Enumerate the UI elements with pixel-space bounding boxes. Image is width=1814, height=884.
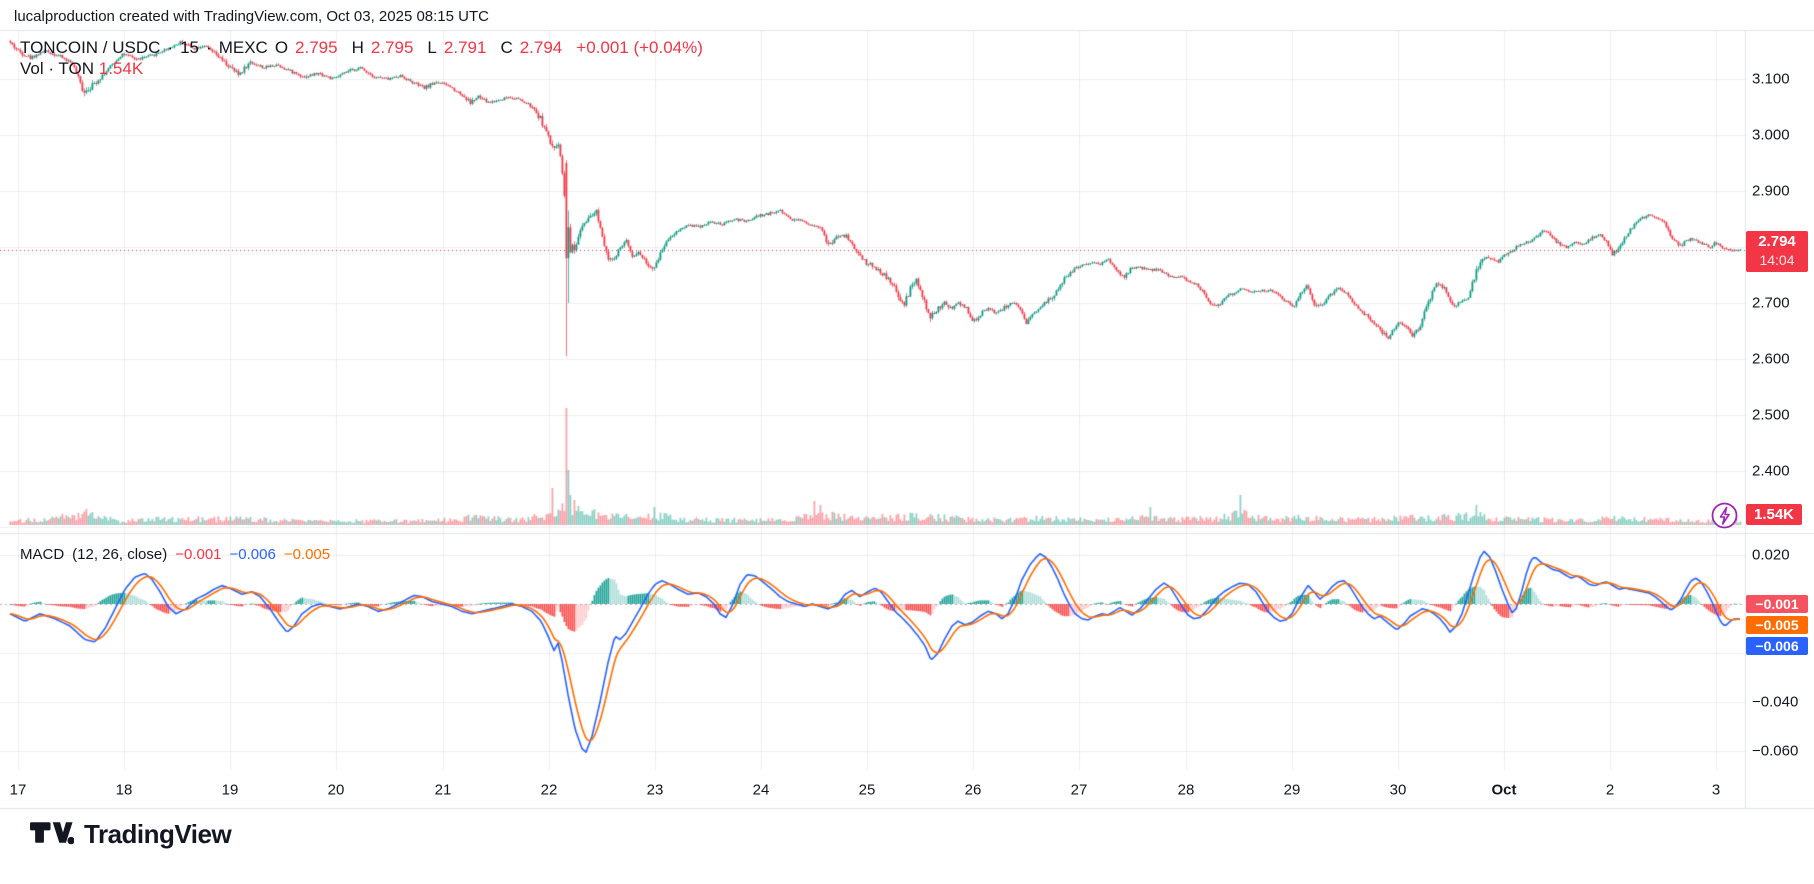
tradingview-wordmark: TradingView [84,818,232,849]
last-price-value: 2.794 [1758,233,1796,250]
time-axis-label: 25 [858,781,876,799]
exchange-label: MEXC [218,38,268,57]
interval-label[interactable]: 15 [180,38,200,57]
tradingview-logo-icon [30,822,74,845]
bar-countdown: 14:04 [1759,252,1795,268]
time-axis-label: 22 [540,781,558,799]
legend-separator: · [206,38,212,57]
volume-value: 1.54K [98,59,144,78]
legend-separator: · [167,38,174,57]
last-price-badge: 2.794 14:04 [1746,231,1808,272]
macd-hist-value: −0.001 [175,546,222,563]
time-axis-label: 28 [1177,781,1195,799]
macd-axis-badge: −0.001 [1746,595,1808,613]
time-axis-label: 29 [1283,781,1301,799]
time-axis-label: 27 [1070,781,1088,799]
volume-legend[interactable]: Vol · TON 1.54K [20,59,143,79]
macd-legend[interactable]: MACD (12, 26, close) −0.001 −0.006 −0.005 [20,546,338,563]
time-axis-label: 3 [1711,781,1721,799]
time-axis-label: 24 [752,781,770,799]
macd-axis-badge: −0.006 [1746,637,1808,655]
open-label: O 2.795 [274,38,338,57]
macd-params: (12, 26, close) [72,546,168,563]
price-axis-label: 2.700 [1752,294,1790,312]
macd-axis-label: 0.020 [1752,546,1790,564]
price-axis-label: 3.100 [1752,70,1790,88]
price-axis-label: 2.600 [1752,350,1790,368]
time-axis-label: 18 [115,781,133,799]
low-label: L 2.791 [427,38,487,57]
symbol-name[interactable]: TONCOIN / USDC [20,38,161,57]
macd-axis-label: −0.040 [1752,693,1799,711]
time-axis-label: 21 [434,781,452,799]
boost-flash-icon[interactable] [1711,502,1738,529]
time-axis-label: 19 [221,781,239,799]
time-axis-label: 17 [9,781,27,799]
price-axis-label: 2.400 [1752,462,1790,480]
macd-axis-badge: −0.005 [1746,616,1808,634]
volume-axis-badge: 1.54K [1746,504,1802,525]
price-axis-label: 3.000 [1752,126,1790,144]
macd-line-value: −0.006 [229,546,276,563]
close-label: C 2.794 [500,38,563,57]
macd-signal-value: −0.005 [283,546,331,563]
open-value: 2.795 [295,38,338,57]
volume-label: Vol · TON [20,59,95,78]
macd-title[interactable]: MACD [20,546,65,563]
time-axis-label: 30 [1389,781,1407,799]
watermark-text: lucalproduction created with TradingView… [14,8,489,25]
low-value: 2.791 [443,38,487,57]
time-axis-label: 26 [964,781,982,799]
price-axis-label: 2.500 [1752,406,1790,424]
high-label: H 2.795 [351,38,414,57]
close-value: 2.794 [519,38,563,57]
price-axis-label: 2.900 [1752,182,1790,200]
time-axis-label: 2 [1605,781,1615,799]
change-value: +0.001 (+0.04%) [576,38,703,57]
high-value: 2.795 [370,38,414,57]
tradingview-logo[interactable]: TradingView [30,816,232,852]
symbol-legend[interactable]: TONCOIN / USDC · 15 · MEXC O 2.795 H 2.795 L 2.791… [20,38,710,58]
time-axis-label: Oct [1491,781,1517,799]
time-axis-label: 23 [646,781,664,799]
macd-axis-label: −0.060 [1752,742,1799,760]
lightning-bolt-icon [1719,506,1730,525]
time-axis-label: 20 [327,781,345,799]
